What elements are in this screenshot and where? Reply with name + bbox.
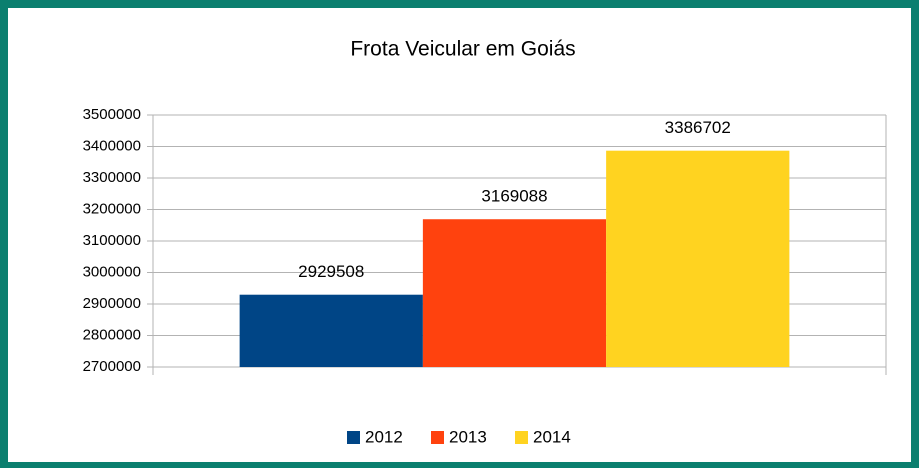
chart-title: Frota Veicular em Goiás [350, 38, 575, 61]
legend-label: 2014 [533, 427, 571, 446]
y-tick-label: 2800000 [83, 326, 141, 343]
y-tick-label: 3400000 [83, 137, 141, 154]
legend-label: 2012 [365, 427, 403, 446]
data-label: 2929508 [298, 262, 364, 281]
y-tick-label: 2900000 [83, 295, 141, 312]
bar [422, 219, 607, 367]
legend-swatch [431, 431, 444, 444]
y-tick-label: 3000000 [83, 263, 141, 280]
y-tick-label: 3300000 [83, 169, 141, 186]
legend-label: 2013 [449, 427, 487, 446]
data-label: 3386702 [665, 118, 731, 137]
legend-swatch [515, 431, 528, 444]
y-tick-label: 3500000 [83, 106, 141, 123]
y-tick-label: 3100000 [83, 232, 141, 249]
bar [239, 294, 423, 367]
legend-swatch [347, 431, 360, 444]
bar [606, 150, 790, 367]
data-label: 3169088 [481, 187, 547, 206]
y-tick-label: 3200000 [83, 200, 141, 217]
y-tick-label: 2700000 [83, 358, 141, 375]
